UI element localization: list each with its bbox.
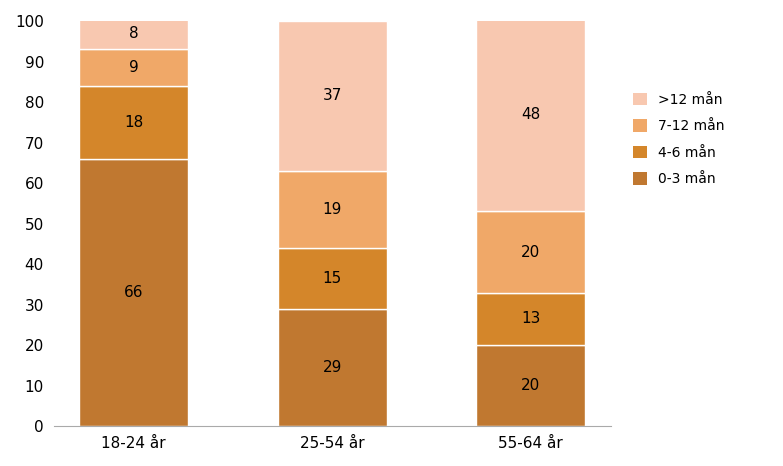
Text: 18: 18 <box>124 115 143 130</box>
Text: 13: 13 <box>521 311 540 326</box>
Bar <box>277 171 387 248</box>
Text: 9: 9 <box>128 60 139 75</box>
Text: 48: 48 <box>521 107 540 122</box>
Bar <box>476 293 586 345</box>
Text: 8: 8 <box>128 26 139 41</box>
Bar <box>476 212 586 293</box>
Bar <box>79 159 188 426</box>
Bar <box>277 248 387 309</box>
Text: 37: 37 <box>323 89 342 103</box>
Bar <box>79 86 188 159</box>
Bar <box>476 345 586 426</box>
Bar <box>277 309 387 426</box>
Bar <box>476 17 586 212</box>
Text: 20: 20 <box>521 245 540 260</box>
Text: 15: 15 <box>323 271 342 286</box>
Text: 66: 66 <box>124 285 143 300</box>
Text: 19: 19 <box>323 202 342 217</box>
Text: 29: 29 <box>323 360 342 375</box>
Bar <box>79 49 188 86</box>
Legend: >12 mån, 7-12 mån, 4-6 mån, 0-3 mån: >12 mån, 7-12 mån, 4-6 mån, 0-3 mån <box>629 89 729 191</box>
Bar <box>277 21 387 171</box>
Bar <box>79 17 188 49</box>
Text: 20: 20 <box>521 378 540 393</box>
